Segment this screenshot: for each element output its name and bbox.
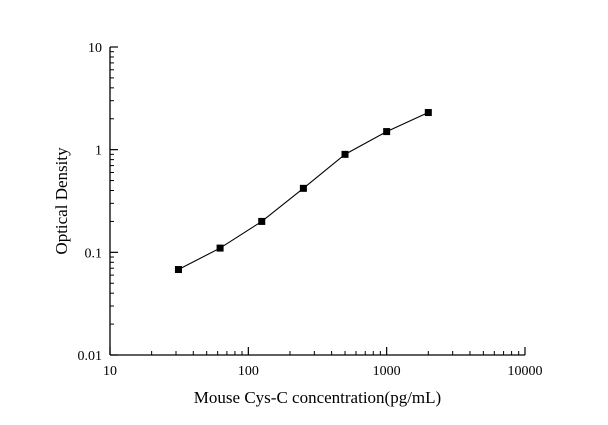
y-axis-title: Optical Density: [52, 147, 71, 255]
data-point-marker: [174, 266, 182, 274]
data-point-marker: [341, 150, 349, 158]
data-point-marker: [216, 244, 224, 252]
data-point-marker: [424, 109, 432, 117]
x-tick-label: 10000: [508, 364, 543, 379]
data-point-marker: [258, 217, 266, 225]
data-point-marker: [383, 128, 391, 136]
x-tick-label: 10: [103, 364, 117, 379]
x-tick-label: 100: [238, 364, 259, 379]
y-tick-label: 0.1: [85, 246, 103, 261]
x-axis-title: Mouse Cys-C concentration(pg/mL): [193, 388, 442, 407]
data-point-marker: [299, 184, 307, 192]
y-tick-label: 0.01: [78, 349, 103, 364]
x-tick-label: 1000: [373, 364, 401, 379]
y-tick-label: 10: [88, 41, 102, 56]
y-tick-label: 1: [95, 144, 102, 159]
